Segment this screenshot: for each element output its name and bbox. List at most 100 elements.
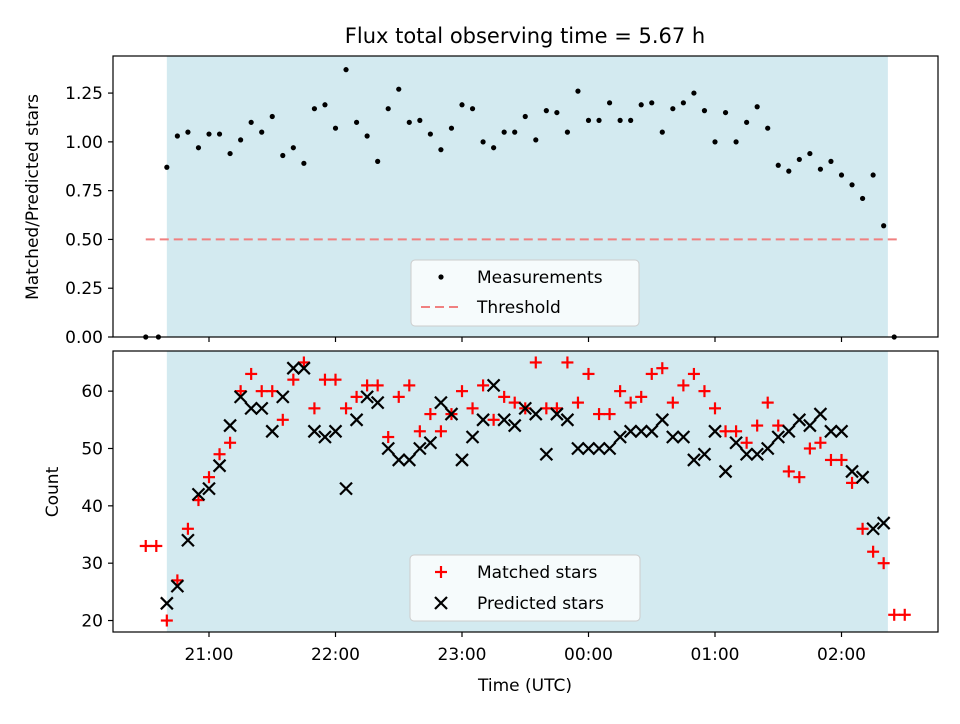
bottom-legend-box — [409, 554, 641, 622]
predicted-star-point — [318, 430, 332, 444]
x-tick-label: 22:00 — [311, 645, 360, 665]
predicted-star-point — [233, 390, 248, 404]
matched-star-point — [361, 379, 374, 392]
predicted-star-point — [666, 430, 680, 444]
predicted-star-point — [497, 413, 511, 427]
predicted-star-point — [254, 401, 269, 416]
matched-star-point — [434, 425, 447, 438]
matched-star-point — [835, 453, 848, 466]
matched-star-point — [582, 367, 595, 380]
measurement-point — [174, 133, 180, 139]
legend-matched-marker — [435, 566, 447, 578]
measurement-point — [227, 150, 233, 157]
measurement-point — [817, 166, 824, 172]
measurement-point — [480, 139, 486, 145]
matched-star-point — [456, 385, 468, 398]
predicted-star-point — [402, 453, 417, 467]
measurement-point — [585, 117, 592, 123]
measurement-point — [638, 102, 644, 108]
matched-star-point — [392, 390, 405, 403]
matched-star-point — [466, 402, 479, 415]
top-legend-box — [410, 259, 640, 327]
measurement-point — [775, 162, 781, 168]
top-y-tick-label: 1.25 — [65, 84, 103, 104]
legend-matched-label: Matched stars — [477, 563, 597, 583]
matched-star-point — [824, 453, 837, 466]
bottom-y-tick-label: 20 — [81, 612, 103, 632]
matched-star-point — [772, 419, 785, 432]
measurement-point — [290, 145, 296, 151]
predicted-star-point — [855, 470, 870, 484]
measurement-point — [691, 90, 697, 96]
bottom-y-tick-label: 30 — [81, 554, 103, 574]
measurement-point — [417, 117, 423, 123]
bottom-y-tick-label: 40 — [81, 497, 103, 517]
matched-star-point — [687, 367, 700, 380]
matched-star-point — [276, 413, 289, 426]
matched-star-point — [814, 436, 827, 449]
predicted-star-point — [655, 413, 670, 427]
matched-star-point — [350, 390, 363, 403]
measurement-point — [301, 160, 307, 166]
matched-star-point — [192, 494, 205, 507]
measurement-point — [259, 129, 265, 135]
matched-star-point — [856, 522, 869, 535]
predicted-star-point — [592, 441, 606, 456]
predicted-star-point — [824, 424, 838, 439]
predicted-star-point — [444, 407, 459, 421]
x-tick-label: 23:00 — [438, 645, 487, 665]
matched-star-point — [150, 539, 163, 552]
measurement-point — [744, 119, 750, 125]
predicted-star-point — [223, 418, 237, 433]
measurement-point — [564, 129, 571, 135]
matched-star-point — [529, 356, 542, 369]
matched-star-point — [846, 476, 859, 489]
predicted-star-point — [708, 424, 722, 439]
predicted-star-point — [391, 453, 406, 467]
predicted-star-point — [813, 407, 828, 421]
predicted-star-point — [265, 424, 280, 439]
legend-predicted-label: Predicted stars — [477, 594, 604, 614]
matched-star-point — [213, 448, 226, 461]
predicted-star-point — [276, 390, 290, 404]
measurement-point — [533, 137, 539, 143]
measurement-point — [501, 129, 507, 135]
measurement-point — [701, 108, 708, 114]
legend-measurements-label: Measurements — [477, 268, 603, 288]
bottom-y-tick-label: 50 — [81, 439, 103, 459]
bottom-y-axis-label: Count — [43, 466, 63, 517]
predicted-star-point — [687, 453, 701, 467]
matched-star-point — [160, 614, 173, 627]
measurement-point — [838, 172, 845, 178]
predicted-star-point — [297, 361, 311, 375]
matched-star-point — [234, 385, 247, 398]
measurement-point — [216, 131, 223, 137]
x-tick-label: 00:00 — [564, 645, 613, 665]
measurement-point — [554, 109, 560, 116]
legend-predicted-marker — [434, 596, 448, 610]
measurement-point — [659, 129, 665, 135]
measurement-point — [680, 100, 686, 106]
matched-star-point — [371, 379, 384, 392]
predicted-star-point — [697, 447, 712, 462]
matched-star-point — [181, 522, 194, 535]
matched-star-point — [139, 539, 152, 552]
legend-measurements-marker — [438, 274, 444, 280]
measurement-point — [185, 129, 191, 135]
matched-star-point — [614, 385, 627, 398]
matched-star-point — [803, 442, 816, 455]
measurement-point — [311, 106, 318, 112]
measurement-point — [859, 195, 866, 202]
matched-star-point — [603, 408, 616, 421]
matched-star-point — [666, 396, 679, 409]
matched-star-point — [540, 402, 553, 415]
measurement-point — [385, 106, 391, 112]
predicted-star-point — [160, 596, 174, 611]
matched-star-point — [550, 402, 563, 415]
predicted-star-point — [792, 413, 807, 427]
matched-star-point — [782, 465, 795, 478]
matched-star-point — [898, 608, 911, 621]
predicted-star-point — [644, 424, 659, 439]
measurement-point — [649, 100, 655, 106]
predicted-star-point — [244, 401, 258, 416]
